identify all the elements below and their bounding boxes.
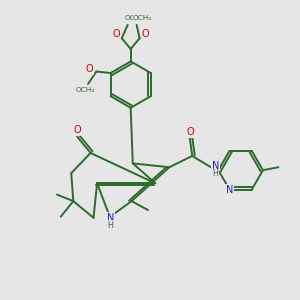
Text: H: H (212, 169, 218, 178)
Text: O: O (112, 29, 120, 39)
Text: OCH₃: OCH₃ (133, 15, 152, 21)
Text: O: O (74, 125, 81, 135)
Text: H: H (107, 221, 113, 230)
Text: N: N (212, 161, 219, 171)
Text: N: N (107, 213, 114, 223)
Text: N: N (226, 184, 233, 194)
Text: OCH₃: OCH₃ (124, 15, 144, 21)
Text: OCH₃: OCH₃ (75, 87, 95, 93)
Text: O: O (187, 127, 194, 137)
Text: O: O (86, 64, 94, 74)
Text: O: O (141, 29, 149, 39)
